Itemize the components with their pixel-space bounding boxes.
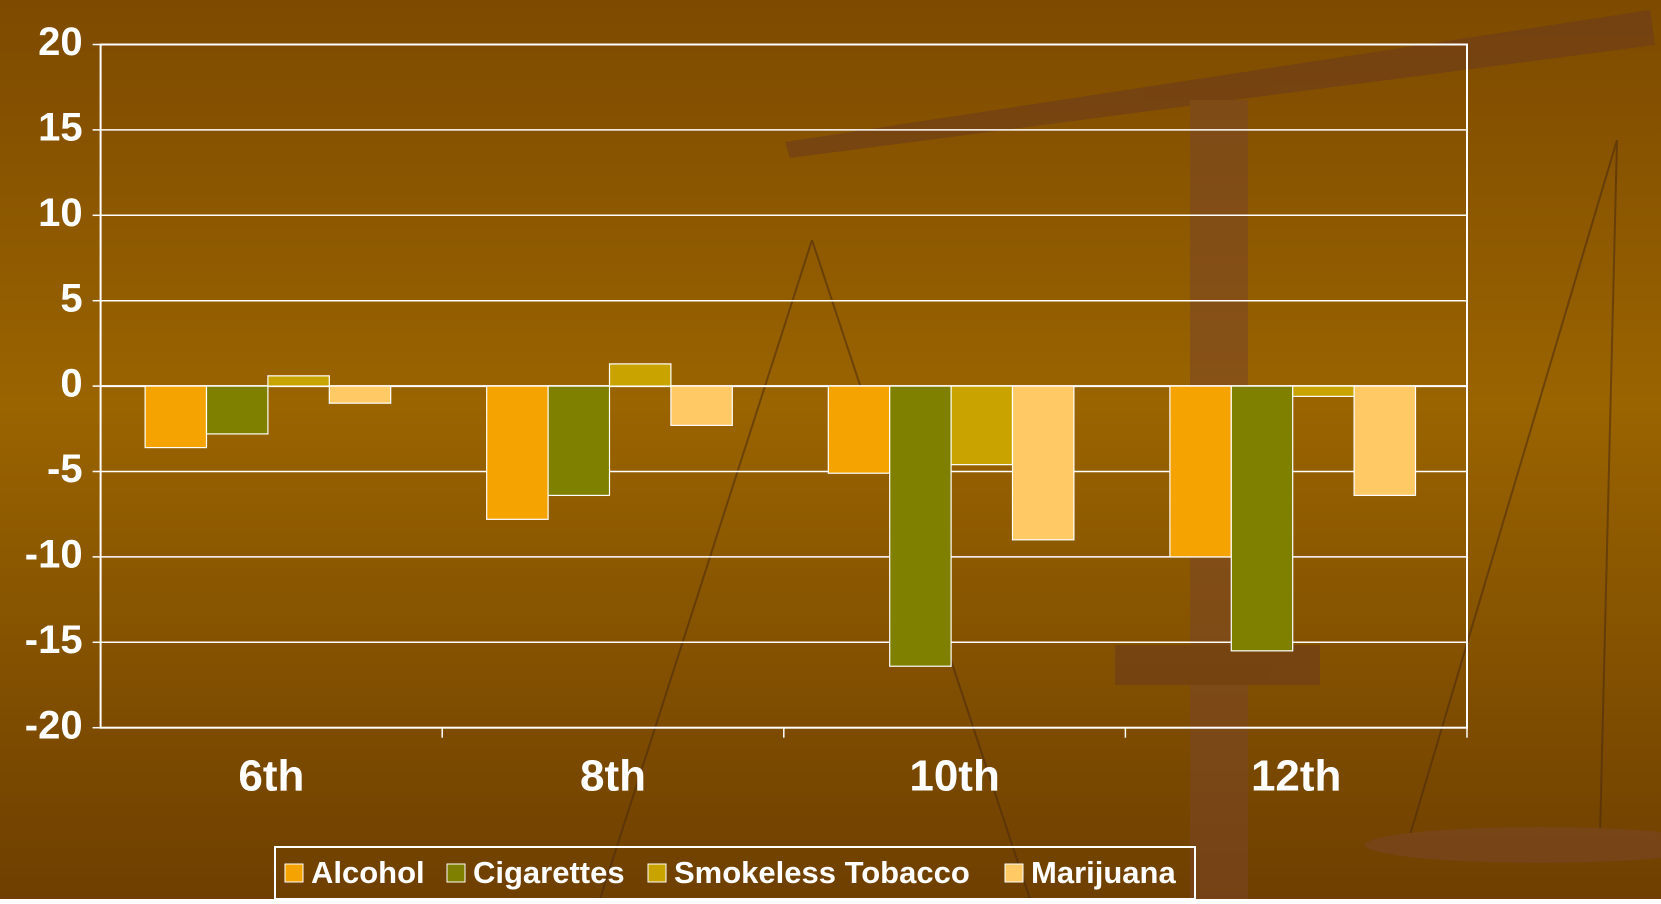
x-tick-label: 8th (580, 752, 646, 801)
legend-label: Cigarettes (473, 855, 625, 890)
legend-swatch (285, 864, 303, 882)
x-tick-label: 12th (1251, 752, 1341, 801)
bar (610, 364, 671, 386)
x-tick-label: 6th (238, 752, 304, 801)
legend-swatch (447, 864, 465, 882)
y-tick-label: -15 (25, 618, 83, 662)
bar (268, 376, 329, 386)
y-tick-label: 0 (60, 362, 82, 406)
bar (1354, 386, 1415, 495)
bar (671, 386, 732, 425)
legend-swatch (648, 864, 666, 882)
bar (1231, 386, 1292, 651)
legend-swatch (1005, 864, 1023, 882)
bar (890, 386, 951, 666)
legend-label: Smokeless Tobacco (674, 855, 970, 890)
y-tick-label: 5 (60, 276, 82, 320)
y-tick-label: 20 (38, 20, 83, 64)
y-tick-label: -10 (25, 532, 83, 576)
y-tick-label: 10 (38, 191, 83, 235)
y-tick-label: 15 (38, 105, 83, 149)
bar (1013, 386, 1074, 540)
bar (487, 386, 548, 519)
bar (1170, 386, 1231, 557)
bar (207, 386, 268, 434)
bar (548, 386, 609, 495)
y-tick-label: -5 (47, 447, 83, 491)
bar (951, 386, 1012, 465)
x-tick-label: 10th (909, 752, 999, 801)
bar (828, 386, 889, 473)
y-tick-label: -20 (25, 703, 83, 747)
bar (145, 386, 206, 447)
legend-label: Marijuana (1031, 855, 1176, 890)
chart: Alcohol Cigarettes Smokeless Tobacco Mariju… (0, 0, 1661, 899)
bar (1293, 386, 1354, 396)
legend-label: Alcohol (311, 855, 425, 890)
bar (329, 386, 390, 403)
